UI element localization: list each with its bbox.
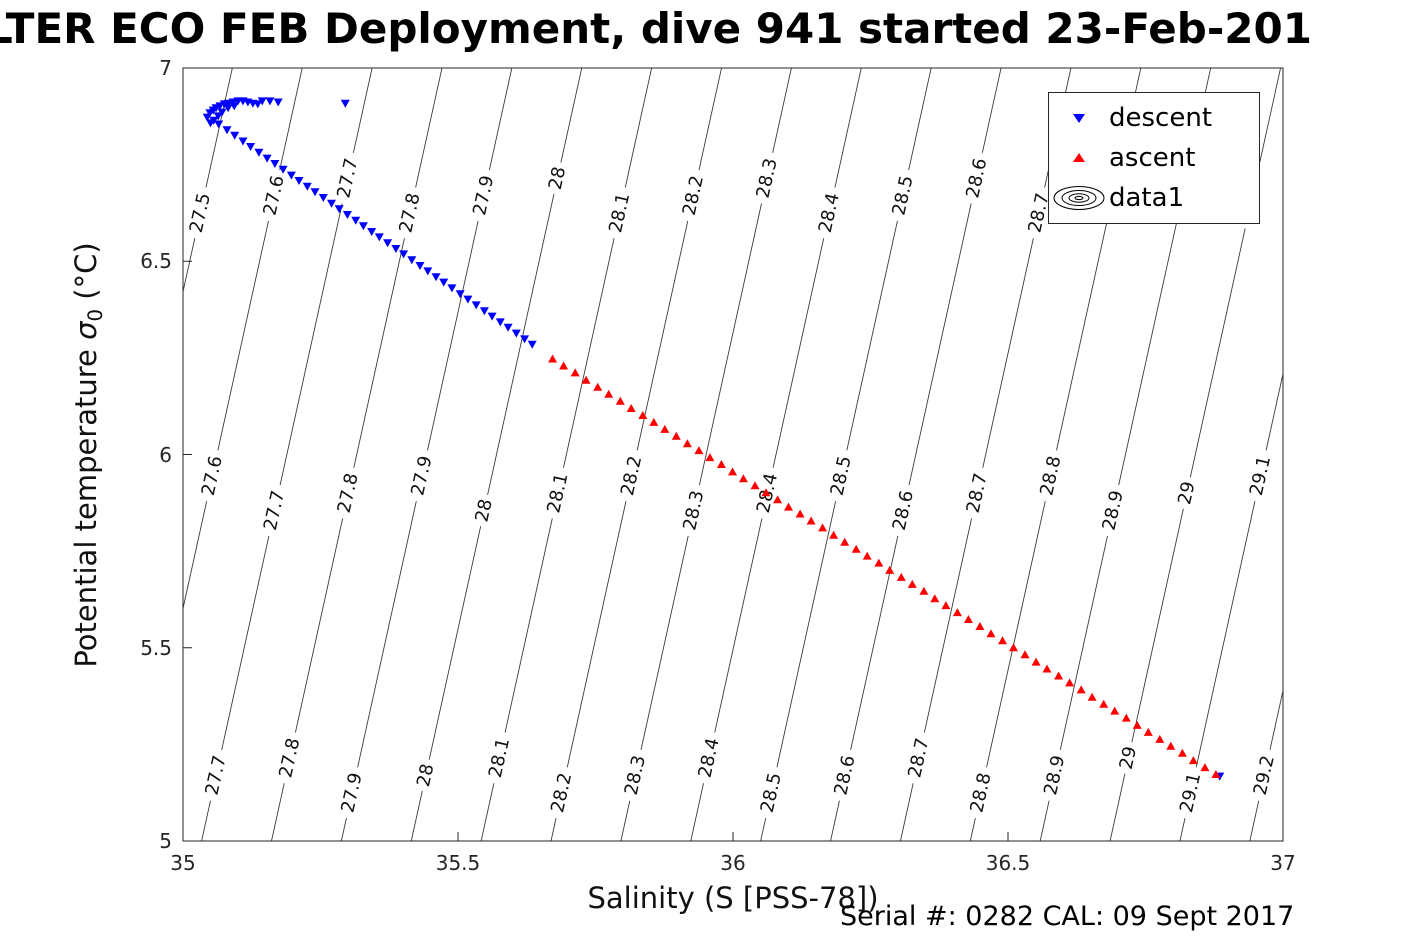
legend-label-data1: data1 xyxy=(1109,183,1185,213)
y-tick-label: 6 xyxy=(159,442,172,467)
y-tick-label: 6.5 xyxy=(140,249,172,274)
sigma-subscript: 0 xyxy=(83,308,107,322)
x-tick-label: 35 xyxy=(170,851,196,875)
svg-text:27.6: 27.6 xyxy=(198,454,227,498)
y-axis-label: Potential temperature σ0 (°C) xyxy=(69,242,107,667)
figure-title: LTER ECO FEB Deployment, dive 941 starte… xyxy=(0,4,1312,53)
y-tick-label: 5.5 xyxy=(140,635,172,660)
svg-text:29.2: 29.2 xyxy=(1250,753,1279,797)
svg-text:28.3: 28.3 xyxy=(753,156,782,200)
y-axis-label-text: Potential temperature xyxy=(69,339,104,668)
svg-text:28.7: 28.7 xyxy=(963,471,992,515)
svg-text:28.8: 28.8 xyxy=(966,771,995,815)
svg-text:28.9: 28.9 xyxy=(1040,753,1069,797)
legend-item-ascent: ascent xyxy=(1049,138,1259,178)
svg-text:28.5: 28.5 xyxy=(827,454,856,498)
sigma-symbol: σ xyxy=(69,321,104,340)
svg-text:28.6: 28.6 xyxy=(889,489,918,533)
svg-text:28.6: 28.6 xyxy=(962,156,991,200)
svg-text:29.1: 29.1 xyxy=(1246,454,1275,498)
legend-label-ascent: ascent xyxy=(1109,143,1196,173)
svg-text:27.5: 27.5 xyxy=(186,191,215,235)
svg-text:29: 29 xyxy=(1174,480,1199,507)
svg-text:27.8: 27.8 xyxy=(334,471,363,515)
svg-text:28: 28 xyxy=(413,762,438,789)
svg-text:27.7: 27.7 xyxy=(333,156,362,200)
legend-label-descent: descent xyxy=(1109,103,1213,133)
descent-triangle-down-icon xyxy=(1049,112,1109,124)
svg-text:28.3: 28.3 xyxy=(621,753,650,797)
svg-text:28.2: 28.2 xyxy=(679,174,708,218)
svg-text:28.9: 28.9 xyxy=(1099,489,1128,533)
serial-cal-annotation: Serial #: 0282 CAL: 09 Sept 2017 xyxy=(840,901,1295,932)
y-tick-label: 7 xyxy=(159,56,172,80)
x-axis-label: Salinity (S [PSS-78]) xyxy=(587,881,879,915)
contour-rings-icon xyxy=(1049,184,1109,212)
svg-text:27.6: 27.6 xyxy=(260,174,289,218)
svg-text:27.7: 27.7 xyxy=(202,753,231,797)
svg-text:28.2: 28.2 xyxy=(547,771,576,815)
x-tick-label: 36 xyxy=(720,851,746,875)
svg-text:28.5: 28.5 xyxy=(888,174,917,218)
y-axis-label-unit: (°C) xyxy=(69,242,104,309)
svg-text:28.4: 28.4 xyxy=(695,736,724,780)
svg-text:28.1: 28.1 xyxy=(485,736,514,780)
svg-text:27.7: 27.7 xyxy=(260,489,289,533)
svg-text:28.5: 28.5 xyxy=(757,771,786,815)
y-tick-label: 5 xyxy=(159,829,172,853)
legend-item-descent: descent xyxy=(1049,98,1259,138)
svg-text:28.6: 28.6 xyxy=(830,753,859,797)
svg-text:28.1: 28.1 xyxy=(605,191,634,235)
svg-text:27.8: 27.8 xyxy=(395,191,424,235)
svg-text:27.9: 27.9 xyxy=(407,454,436,498)
x-tick-label: 36.5 xyxy=(985,851,1031,875)
ascent-triangle-up-icon xyxy=(1049,152,1109,164)
svg-text:28.3: 28.3 xyxy=(679,489,708,533)
svg-text:28.8: 28.8 xyxy=(1036,454,1065,498)
legend: descent ascent data1 xyxy=(1048,92,1260,224)
svg-text:27.8: 27.8 xyxy=(275,736,304,780)
x-tick-label: 37 xyxy=(1270,851,1296,875)
svg-text:28.7: 28.7 xyxy=(904,736,933,780)
svg-text:27.9: 27.9 xyxy=(337,771,366,815)
svg-text:27.9: 27.9 xyxy=(469,174,498,218)
svg-text:28.2: 28.2 xyxy=(617,454,646,498)
x-tick-label: 35.5 xyxy=(435,851,481,875)
legend-item-data1: data1 xyxy=(1049,178,1259,218)
svg-text:28: 28 xyxy=(471,497,496,524)
svg-text:28: 28 xyxy=(545,165,570,192)
svg-text:28.4: 28.4 xyxy=(815,191,844,235)
svg-text:29: 29 xyxy=(1116,744,1141,771)
svg-text:28.1: 28.1 xyxy=(543,471,572,515)
svg-text:29.1: 29.1 xyxy=(1176,771,1205,815)
